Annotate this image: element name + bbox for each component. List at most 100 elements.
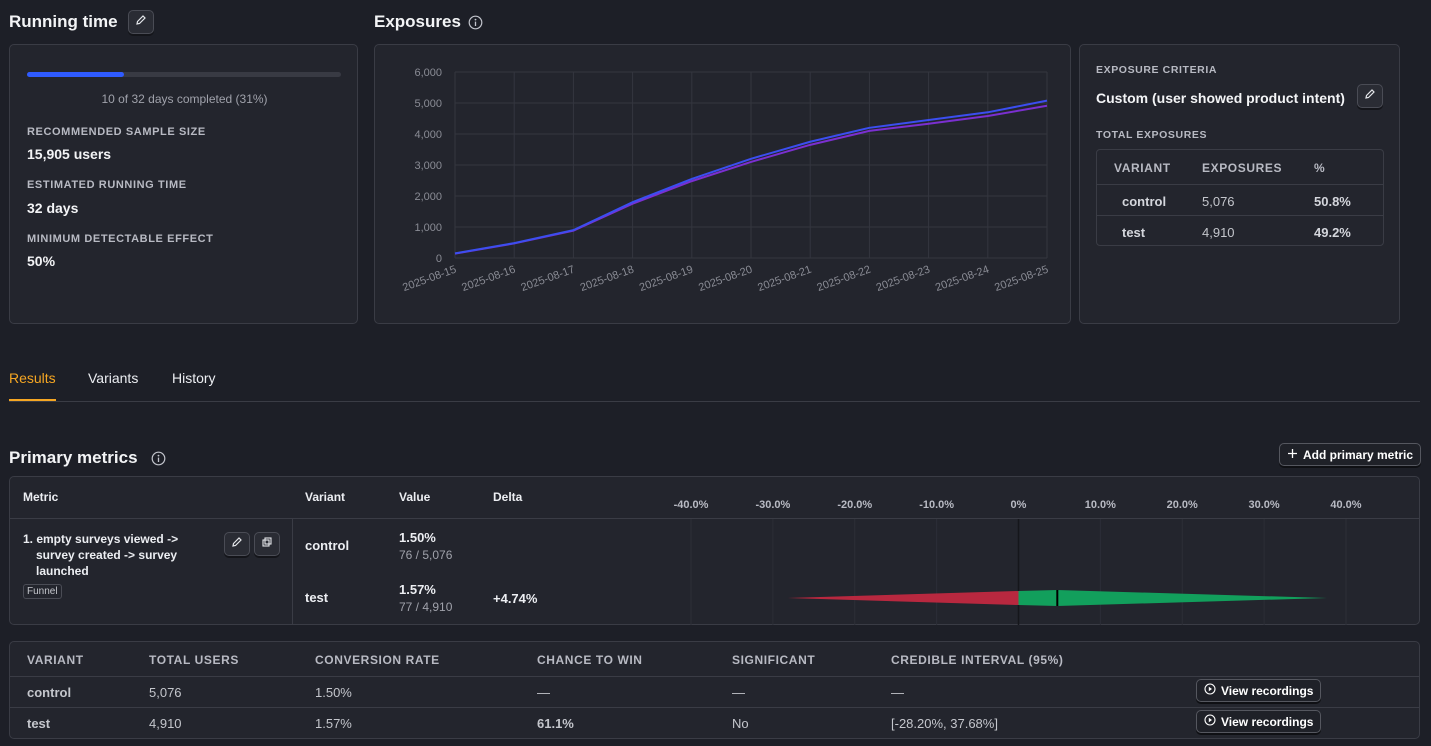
result-chance: — — [537, 685, 550, 700]
col-significant: SIGNIFICANT — [732, 653, 816, 667]
exp-row-variant: control — [1122, 194, 1167, 209]
col-exposures: EXPOSURES — [1202, 161, 1283, 175]
tab-variants[interactable]: Variants — [88, 370, 139, 386]
add-primary-metric-button[interactable]: Add primary metric — [1279, 443, 1422, 466]
pencil-icon — [1364, 87, 1376, 105]
running-time-value: 32 days — [27, 200, 79, 216]
metric-row-variant: test — [305, 590, 329, 605]
x-tick-label: 2025-08-24 — [934, 264, 991, 295]
sample-size-label: RECOMMENDED SAMPLE SIZE — [27, 126, 206, 138]
view-recordings-button[interactable]: View recordings — [1196, 679, 1322, 702]
tab-results-underline — [9, 399, 56, 401]
add-primary-metric-label: Add primary metric — [1303, 447, 1414, 462]
delta-axis-tick: -30.0% — [755, 499, 790, 511]
delta-axis-tick: 20.0% — [1167, 499, 1198, 511]
metric-tag: Funnel — [23, 584, 62, 599]
delta-interval-chart: -40.0% -30.0% -20.0% -10.0% 0% 10.0% 20.0% 30.0… — [674, 499, 1362, 625]
col-chance-to-win: CHANCE TO WIN — [537, 653, 643, 667]
result-significant: No — [732, 716, 749, 731]
x-tick-label: 2025-08-16 — [460, 264, 517, 295]
exposures-chart: 6,0005,0004,0003,0002,0001,00002025-08-1… — [401, 67, 1050, 295]
x-tick-label: 2025-08-19 — [638, 264, 695, 295]
y-tick-label: 0 — [436, 253, 442, 265]
result-significant: — — [732, 685, 745, 700]
metric-name: 1. empty surveys viewed -> survey create… — [23, 532, 179, 578]
col-variant: VARIANT — [27, 653, 84, 667]
interval-negative-part — [787, 591, 1019, 605]
exposures-title: Exposures — [374, 12, 461, 31]
sample-size-value: 15,905 users — [27, 146, 112, 162]
x-tick-label: 2025-08-21 — [756, 264, 813, 295]
delta-axis-tick: 40.0% — [1330, 499, 1361, 511]
pencil-icon — [231, 535, 243, 553]
delta-axis-tick: 10.0% — [1085, 499, 1116, 511]
delta-axis-tick: -20.0% — [837, 499, 872, 511]
x-tick-label: 2025-08-25 — [993, 264, 1050, 295]
result-rate: 1.50% — [315, 685, 352, 700]
col-conversion-rate: CONVERSION RATE — [315, 653, 440, 667]
primary-metrics-title: Primary metrics — [9, 448, 138, 467]
result-chance: 61.1% — [537, 716, 574, 731]
running-time-card: 10 of 32 days completed (31%) RECOMMENDE… — [9, 44, 358, 324]
mde-value: 50% — [27, 253, 56, 269]
y-tick-label: 1,000 — [414, 222, 442, 234]
tab-results[interactable]: Results — [9, 370, 56, 386]
x-tick-label: 2025-08-20 — [697, 264, 754, 295]
primary-metrics-card: Metric Variant Value Delta 1. empty surv… — [9, 476, 1420, 625]
exp-row-pct: 50.8% — [1314, 194, 1351, 209]
x-tick-label: 2025-08-22 — [815, 264, 872, 295]
metric-row-sub: 77 / 4,910 — [399, 600, 453, 614]
exp-row-pct: 49.2% — [1314, 225, 1351, 240]
metric-row-value: 1.57% — [399, 582, 436, 597]
y-tick-label: 4,000 — [414, 129, 442, 141]
tab-history[interactable]: History — [172, 370, 216, 386]
metric-row-variant: control — [305, 538, 350, 553]
exposure-criteria-caption: EXPOSURE CRITERIA — [1096, 64, 1218, 76]
delta-axis-tick: 0% — [1011, 499, 1027, 511]
progress-track — [27, 72, 341, 77]
series-line — [454, 99, 1048, 255]
interval-positive-part — [1018, 590, 1328, 606]
delta-axis-tick: 30.0% — [1249, 499, 1280, 511]
x-tick-label: 2025-08-18 — [579, 264, 636, 295]
result-rate: 1.57% — [315, 716, 352, 731]
x-tick-label: 2025-08-15 — [401, 264, 458, 295]
metric-row-sub: 76 / 5,076 — [399, 548, 453, 562]
result-variant: control — [27, 685, 72, 700]
info-circle-icon[interactable] — [151, 451, 166, 471]
pencil-icon — [135, 13, 147, 31]
result-users: 5,076 — [149, 685, 182, 700]
edit-exposure-criteria-button[interactable] — [1357, 84, 1383, 108]
delta-axis-tick: -10.0% — [919, 499, 954, 511]
exposures-table: VARIANT EXPOSURES % control 5,076 50.8% … — [1096, 149, 1384, 246]
running-time-title: Running time — [9, 12, 118, 31]
exposure-criteria-card: EXPOSURE CRITERIA Custom (user showed pr… — [1079, 44, 1400, 324]
exp-row-exposures: 4,910 — [1202, 225, 1235, 240]
exposures-chart-card: 6,000 5,000 4,000 3,000 2,000 1,000 0 2025-08-1… — [374, 44, 1071, 324]
view-recordings-button[interactable]: View recordings — [1196, 710, 1322, 733]
y-tick-label: 6,000 — [414, 67, 442, 79]
x-tick-label: 2025-08-23 — [875, 264, 932, 295]
plus-icon — [1287, 448, 1298, 462]
col-delta: Delta — [493, 490, 523, 504]
metric-row-delta: +4.74% — [493, 591, 538, 606]
result-interval: [-28.20%, 37.68%] — [891, 716, 998, 731]
metric-row-value: 1.50% — [399, 530, 436, 545]
col-credible-interval: CREDIBLE INTERVAL (95%) — [891, 653, 1064, 667]
col-variant: Variant — [305, 490, 346, 504]
y-tick-label: 3,000 — [414, 160, 442, 172]
results-table-card: VARIANT TOTAL USERS CONVERSION RATE CHAN… — [9, 641, 1420, 739]
y-tick-label: 5,000 — [414, 98, 442, 110]
play-circle-icon — [1204, 683, 1216, 698]
exposure-criteria-value: Custom (user showed product intent) — [1096, 90, 1345, 106]
progress-text: 10 of 32 days completed (31%) — [101, 92, 268, 106]
delta-axis-tick: -40.0% — [674, 499, 709, 511]
col-value: Value — [399, 490, 431, 504]
edit-running-time-button[interactable] — [128, 10, 154, 34]
play-circle-icon — [1204, 714, 1216, 729]
info-circle-icon[interactable] — [468, 15, 483, 35]
edit-metric-button[interactable] — [224, 532, 250, 556]
duplicate-metric-button[interactable] — [254, 532, 280, 556]
result-variant: test — [27, 716, 51, 731]
progress-fill — [27, 72, 125, 77]
